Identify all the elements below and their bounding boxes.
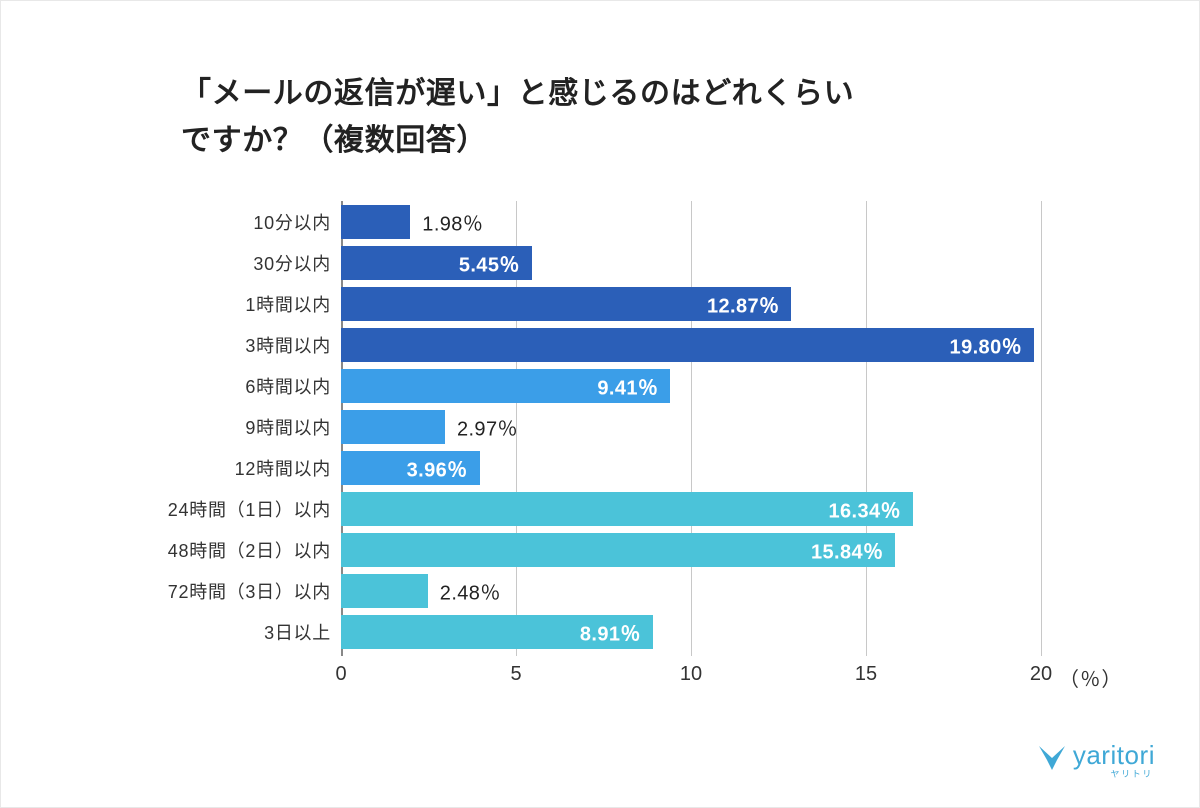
bar: 2.97％: [341, 410, 445, 444]
bar-value-label: 5.45％: [459, 249, 520, 278]
logo-subtext: ヤリトリ: [1111, 770, 1155, 779]
bar: 1.98％: [341, 205, 410, 239]
brand-logo: yaritori ヤリトリ: [1037, 742, 1155, 779]
bar-row: 3時間以内 19.80％: [131, 324, 1081, 365]
chart-title: 「メールの返信が遅い」と感じるのはどれくらい ですか？（複数回答）: [181, 71, 854, 164]
category-label: 30分以内: [131, 250, 331, 276]
bar-wrap: 8.91％: [341, 615, 653, 649]
bar-row: 12時間以内 3.96％: [131, 447, 1081, 488]
bar-value-label: 8.91％: [580, 618, 641, 647]
category-label: 12時間以内: [131, 455, 331, 481]
bar-row: 6時間以内 9.41％: [131, 365, 1081, 406]
bar-row: 3日以上 8.91％: [131, 611, 1081, 652]
bar: 16.34％: [341, 492, 913, 526]
bar-value-label: 3.96％: [407, 454, 468, 483]
bar-value-label: 2.97％: [457, 413, 518, 442]
bar: 2.48％: [341, 574, 428, 608]
category-label: 48時間（2日）以内: [131, 537, 331, 563]
bar-value-label: 9.41％: [597, 372, 658, 401]
bar-value-label: 15.84％: [811, 536, 883, 565]
bar-wrap: 2.97％: [341, 410, 445, 444]
bar: 12.87％: [341, 287, 791, 321]
bar-wrap: 16.34％: [341, 492, 913, 526]
category-label: 3時間以内: [131, 332, 331, 358]
bar-row: 48時間（2日）以内 15.84％: [131, 529, 1081, 570]
bar-row: 72時間（3日）以内 2.48％: [131, 570, 1081, 611]
bar-row: 10分以内 1.98％: [131, 201, 1081, 242]
bar: 9.41％: [341, 369, 670, 403]
bar-wrap: 2.48％: [341, 574, 428, 608]
bar-value-label: 1.98％: [422, 208, 483, 237]
x-axis-unit: （％）: [1059, 663, 1123, 692]
x-tick-label: 15: [855, 663, 877, 686]
bar-row: 9時間以内 2.97％: [131, 406, 1081, 447]
bar-value-label: 12.87％: [707, 290, 779, 319]
bar-wrap: 12.87％: [341, 287, 791, 321]
category-label: 10分以内: [131, 209, 331, 235]
category-label: 72時間（3日）以内: [131, 578, 331, 604]
bar-wrap: 19.80％: [341, 328, 1034, 362]
bar: 19.80％: [341, 328, 1034, 362]
bird-icon: [1037, 742, 1067, 770]
category-label: 9時間以内: [131, 414, 331, 440]
bar-wrap: 3.96％: [341, 451, 480, 485]
category-label: 24時間（1日）以内: [131, 496, 331, 522]
chart-title-line2: ですか？（複数回答）: [181, 124, 487, 157]
category-label: 1時間以内: [131, 291, 331, 317]
bar-value-label: 16.34％: [828, 495, 900, 524]
bar-row: 30分以内 5.45％: [131, 242, 1081, 283]
chart-title-line1: 「メールの返信が遅い」と感じるのはどれくらい: [181, 77, 854, 110]
bar-wrap: 5.45％: [341, 246, 532, 280]
bar-value-label: 2.48％: [440, 577, 501, 606]
bar-row: 1時間以内 12.87％: [131, 283, 1081, 324]
x-tick-label: 20: [1030, 663, 1052, 686]
x-tick-label: 5: [510, 663, 521, 686]
x-tick-label: 10: [680, 663, 702, 686]
bar: 5.45％: [341, 246, 532, 280]
bar-wrap: 1.98％: [341, 205, 410, 239]
x-tick-label: 0: [335, 663, 346, 686]
logo-text: yaritori: [1073, 742, 1155, 768]
bar: 3.96％: [341, 451, 480, 485]
bar-row: 24時間（1日）以内 16.34％: [131, 488, 1081, 529]
bar-chart: 05101520（％）10分以内1.98％30分以内5.45％1時間以内12.8…: [131, 201, 1081, 691]
bar-wrap: 15.84％: [341, 533, 895, 567]
category-label: 6時間以内: [131, 373, 331, 399]
logo-text-wrap: yaritori ヤリトリ: [1073, 742, 1155, 779]
bar: 8.91％: [341, 615, 653, 649]
bar-value-label: 19.80％: [950, 331, 1022, 360]
bar: 15.84％: [341, 533, 895, 567]
category-label: 3日以上: [131, 619, 331, 645]
bar-wrap: 9.41％: [341, 369, 670, 403]
